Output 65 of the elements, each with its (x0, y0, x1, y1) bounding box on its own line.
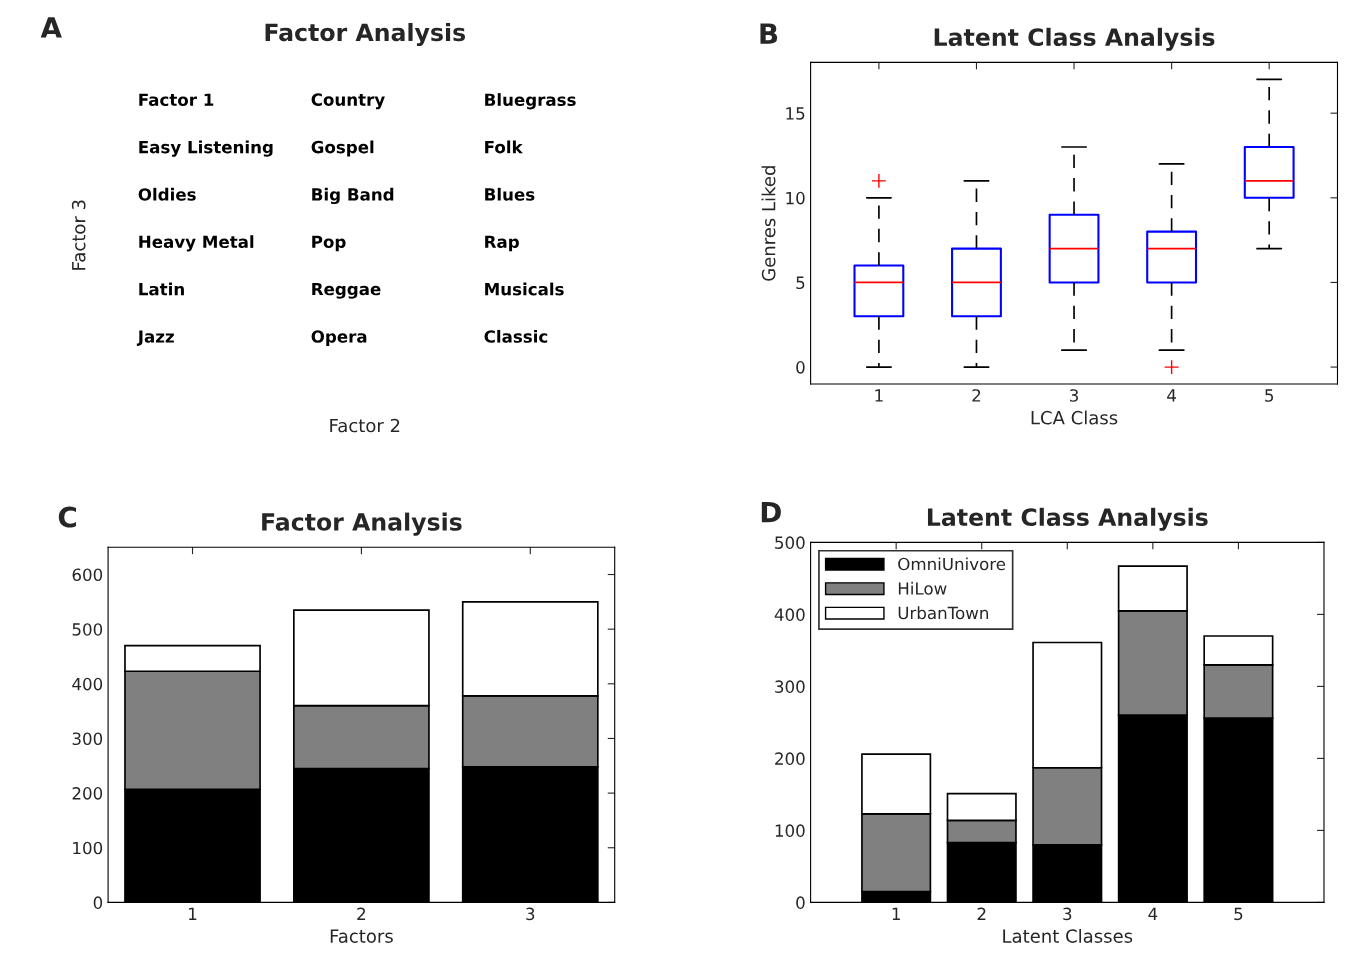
y-tick-label: 0 (796, 361, 805, 374)
text: Blues (485, 187, 535, 201)
y-tick-label: 300 (775, 680, 805, 693)
chart-title: Latent Class Analysis (934, 27, 1215, 51)
y-tick-label: 0 (796, 896, 805, 909)
y-tick-label: 400 (774, 608, 805, 621)
text: Musicals (485, 282, 564, 296)
text: A (40, 17, 62, 38)
y-tick-label: 600 (72, 568, 103, 582)
y-tick-label: 5 (796, 276, 805, 290)
x-axis-title: LCA Class (1031, 410, 1118, 425)
x-tick-label: 3 (526, 907, 535, 921)
y-tick-label: 15 (786, 107, 805, 120)
x-tick-label: 1 (892, 907, 900, 920)
x-tick-label: 1 (875, 389, 883, 402)
x-tick-label: 2 (977, 907, 986, 920)
text: Folk (485, 140, 523, 154)
text: Easy Listening (139, 140, 273, 157)
x-tick-label: 1 (189, 907, 197, 920)
text: Country (311, 93, 385, 110)
y-tick-label: 10 (786, 191, 805, 205)
y-tick-label: 0 (93, 896, 103, 909)
x-axis-title: Factors (330, 929, 393, 943)
legend-label: UrbanTown (898, 606, 988, 620)
x-tick-label: 5 (1234, 907, 1243, 921)
text: D (761, 501, 781, 523)
text: C (58, 506, 77, 528)
chart-title: Factor Analysis (262, 512, 462, 536)
x-tick-label: 4 (1148, 907, 1158, 920)
y-tick-label: 100 (775, 824, 805, 837)
text: Factor 1 (139, 93, 214, 107)
text: Reggae (312, 282, 381, 299)
legend-label: HiLow (898, 581, 947, 595)
text: Heavy Metal (139, 235, 254, 252)
x-tick-label: 2 (357, 907, 366, 920)
x-tick-label: 3 (1070, 389, 1079, 402)
text: Opera (311, 330, 367, 347)
text: Factor Analysis (265, 22, 466, 47)
text: Factor 2 (330, 418, 400, 433)
text: Oldies (138, 187, 196, 201)
y-tick-label: 500 (775, 536, 805, 549)
text: Latin (139, 282, 184, 296)
text: Factor 3 (71, 200, 86, 270)
x-axis-title: Latent Classes (1003, 928, 1133, 943)
chart-title: Latent Class Analysis (927, 507, 1208, 531)
y-tick-label: 200 (775, 752, 805, 765)
x-tick-label: 3 (1063, 907, 1072, 921)
y-tick-label: 300 (72, 732, 103, 746)
text: Pop (312, 235, 346, 252)
y-tick-label: 100 (73, 841, 103, 855)
x-tick-label: 2 (972, 389, 981, 402)
y-axis-title: Genres Liked (761, 166, 776, 281)
text: Bluegrass (485, 93, 576, 110)
text: Classic (484, 329, 548, 343)
y-tick-label: 200 (72, 787, 103, 800)
text: Jazz (136, 330, 174, 346)
text: B (760, 23, 778, 44)
x-tick-label: 5 (1265, 389, 1274, 402)
legend-label: OmniUnivore (898, 557, 1006, 571)
text: Rap (485, 235, 519, 252)
text: Big Band (312, 187, 394, 205)
text: Gospel (311, 140, 374, 157)
y-tick-label: 400 (72, 677, 103, 691)
x-tick-label: 4 (1167, 389, 1176, 402)
y-tick-label: 500 (72, 623, 103, 636)
